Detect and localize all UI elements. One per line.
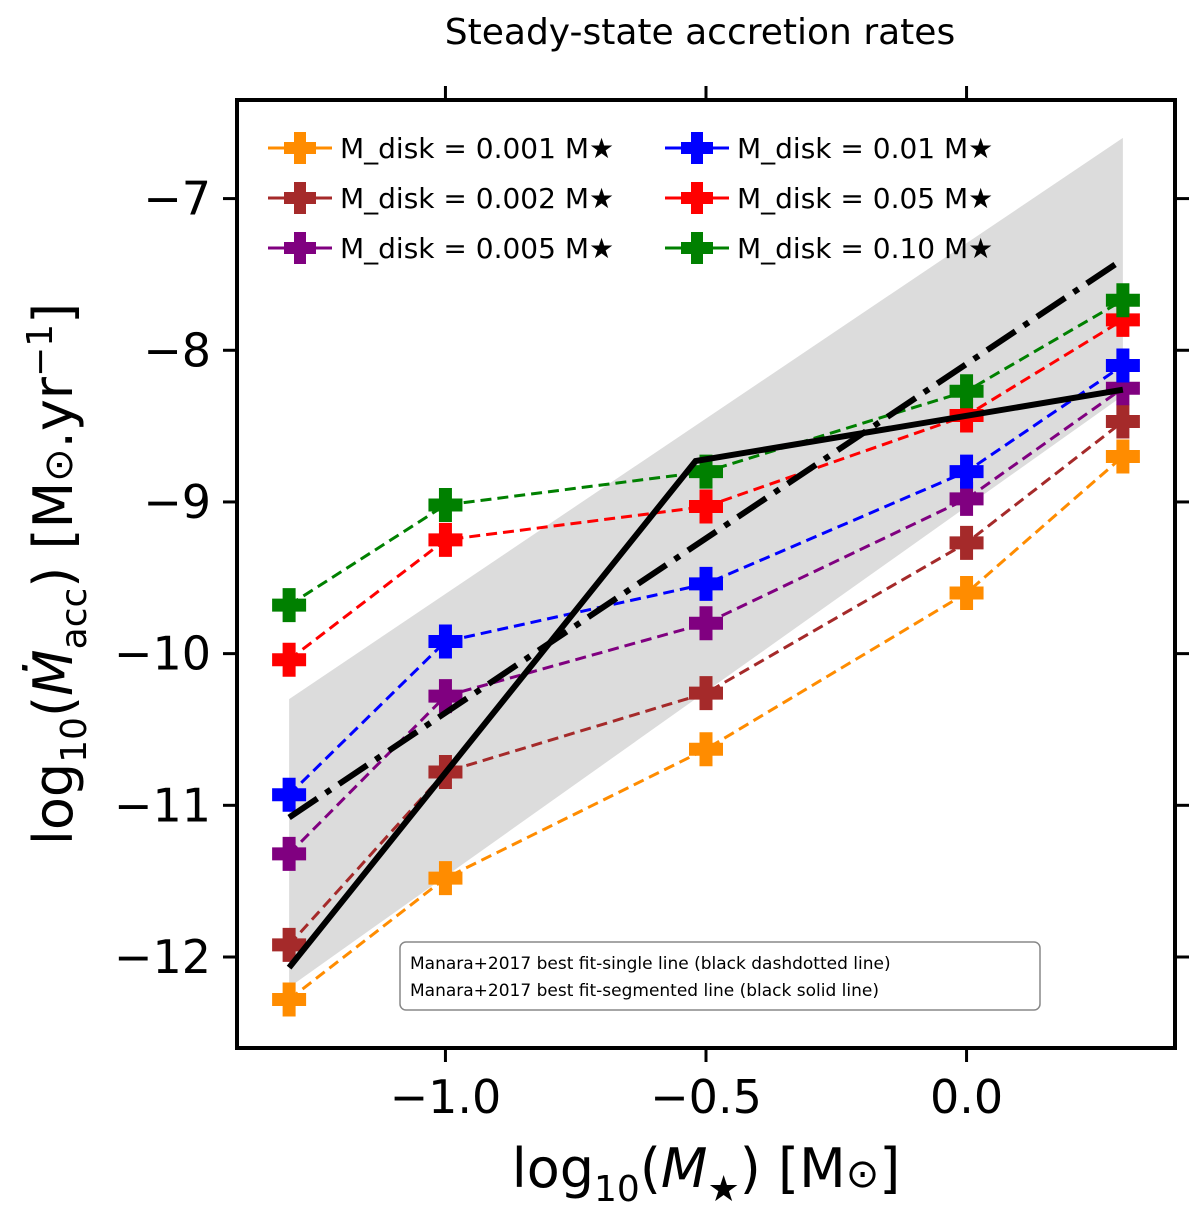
y-tick-label: −7 — [143, 172, 211, 226]
data-point — [949, 481, 984, 516]
annotation-frame — [399, 941, 1041, 1011]
annotation-line-segmented: Manara+2017 best fit-segmented line (bla… — [410, 981, 879, 1001]
y-tick-label: −12 — [114, 930, 211, 984]
legend-entry-5: M_disk = 0.05 M★ — [665, 182, 993, 215]
data-point — [272, 588, 307, 623]
x-axis-label: log10(M★) [M⊙] — [512, 1137, 901, 1210]
data-point — [1105, 404, 1140, 439]
legend-entry-4: M_disk = 0.01 M★ — [665, 132, 993, 165]
y-axis-ticks: −12 −11 −10 −9 −8 −7 — [114, 172, 1189, 984]
y-tick-label: −9 — [143, 475, 211, 529]
y-tick-label: −8 — [143, 323, 211, 377]
legend-marker — [681, 182, 713, 214]
data-point — [1105, 439, 1140, 474]
fit-lines-layer — [286, 256, 1125, 970]
data-point — [272, 642, 307, 677]
legend-label: M_disk = 0.10 M★ — [737, 232, 993, 265]
legend-entry-6: M_disk = 0.10 M★ — [665, 232, 993, 265]
data-point — [689, 606, 723, 641]
plot-area — [235, 98, 1177, 1050]
data-point — [689, 566, 723, 601]
series-line — [287, 420, 1124, 946]
shaded-band-layer — [289, 137, 1123, 988]
x-tick-label: 0.0 — [930, 1070, 1003, 1124]
legend-label: M_disk = 0.01 M★ — [737, 132, 993, 165]
data-point — [272, 836, 307, 871]
y-tick-label: −11 — [114, 778, 211, 832]
legend-entry-1: M_disk = 0.001 M★ — [268, 132, 614, 165]
legend-entry-3: M_disk = 0.005 M★ — [268, 232, 614, 265]
data-point — [949, 575, 984, 610]
data-point — [428, 624, 463, 659]
legend: M_disk = 0.001 M★ M_disk = 0.002 M★ M_disk… — [268, 132, 993, 265]
x-tick-label: −0.5 — [650, 1070, 762, 1124]
data-point — [1105, 371, 1140, 406]
data-point — [428, 487, 463, 522]
legend-label: M_disk = 0.005 M★ — [340, 232, 614, 265]
data-point — [1105, 283, 1140, 318]
svg-text:log10(M★) [M⊙]: log10(M★) [M⊙] — [512, 1137, 901, 1210]
fit-single-line — [287, 256, 1125, 820]
data-point — [272, 982, 307, 1017]
series-4 — [272, 348, 1140, 812]
x-tick-label: −1.0 — [390, 1070, 502, 1124]
series-3 — [272, 371, 1140, 871]
data-point — [689, 676, 723, 711]
data-point — [949, 454, 984, 489]
svg-text:log10(Ṁacc) [M⊙.yr−1]: log10(Ṁacc) [M⊙.yr−1] — [20, 303, 95, 845]
fit-segmented-line — [286, 386, 1124, 970]
data-point — [1105, 302, 1140, 337]
y-axis-label: log10(Ṁacc) [M⊙.yr−1] — [20, 303, 95, 845]
chart-title: Steady-state accretion rates — [445, 12, 955, 53]
data-point — [272, 927, 307, 962]
x-axis-ticks: −1.0 −0.5 0.0 — [390, 86, 1003, 1124]
legend-label: M_disk = 0.05 M★ — [737, 182, 993, 215]
legend-marker — [284, 182, 316, 214]
legend-marker — [284, 132, 316, 164]
data-point — [689, 732, 723, 767]
series-6 — [272, 283, 1140, 623]
legend-marker — [681, 132, 713, 164]
legend-marker — [284, 232, 316, 264]
data-point — [428, 679, 463, 714]
data-point — [949, 374, 984, 409]
fit-annotation-box: Manara+2017 best fit-single line (black … — [399, 941, 1041, 1011]
legend-label: M_disk = 0.001 M★ — [340, 132, 614, 165]
data-point — [689, 454, 723, 489]
data-point — [1105, 348, 1140, 383]
series-1 — [272, 439, 1140, 1017]
data-point — [428, 522, 463, 557]
data-point — [272, 777, 307, 812]
scatter-band — [289, 137, 1123, 988]
data-point — [689, 489, 723, 524]
annotation-line-single: Manara+2017 best fit-single line (black … — [410, 954, 891, 974]
data-point — [949, 525, 984, 560]
legend-label: M_disk = 0.002 M★ — [340, 182, 614, 215]
legend-entry-2: M_disk = 0.002 M★ — [268, 182, 614, 215]
data-point — [428, 861, 463, 896]
legend-marker — [681, 232, 713, 264]
y-tick-label: −10 — [114, 627, 211, 681]
